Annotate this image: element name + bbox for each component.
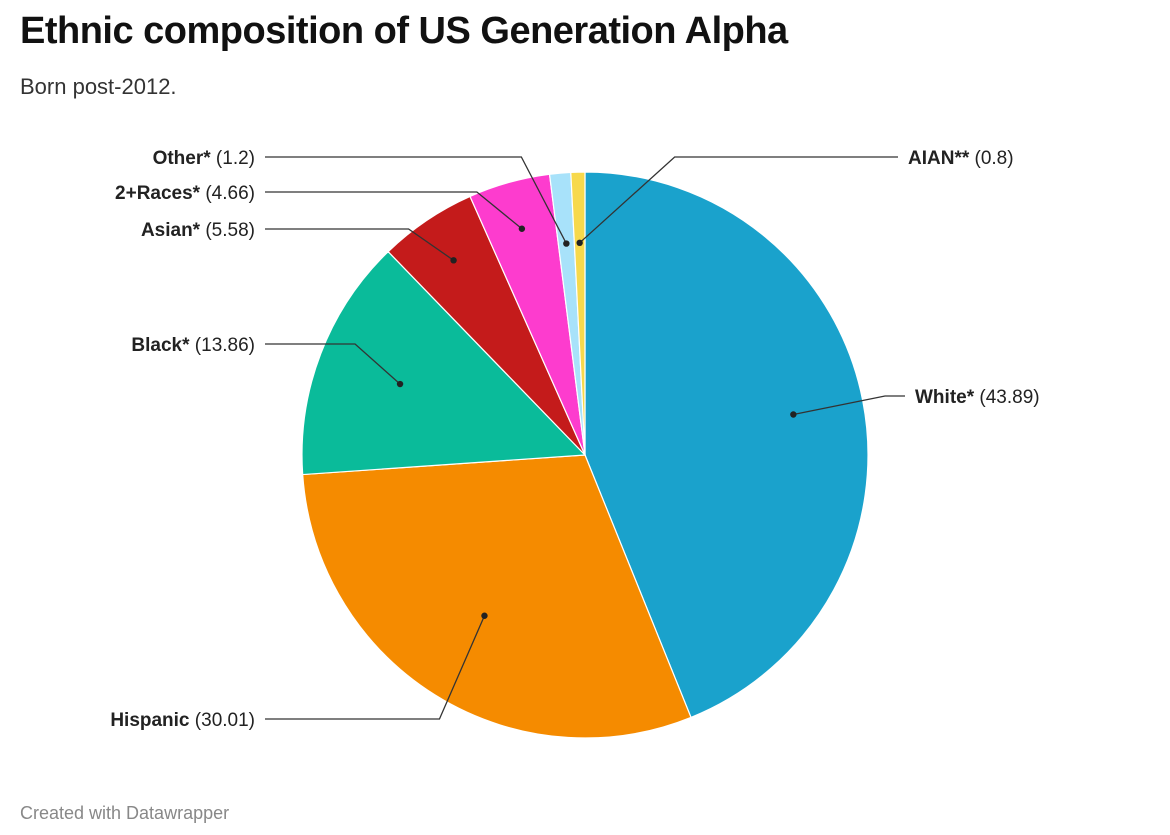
leader-dot-other xyxy=(563,240,570,247)
leader-dot-hispanic xyxy=(481,612,488,619)
slice-label-white: White* (43.89) xyxy=(915,387,1040,408)
leader-line-aian xyxy=(579,156,898,244)
leader-dot-black xyxy=(396,380,404,388)
leader-line-white xyxy=(793,395,905,416)
slice-label-asian: Asian* (5.58) xyxy=(141,220,255,241)
slice-label-name: White* xyxy=(915,387,975,408)
slice-labels: White* (43.89) Hispanic (30.01) Black* (13… xyxy=(110,148,1039,731)
leader-line-2-races xyxy=(265,191,523,230)
leader-dot-aian xyxy=(576,239,583,247)
slice-label-hispanic: Hispanic (30.01) xyxy=(110,710,255,731)
leader-dot-2-races xyxy=(518,225,526,232)
credit-text: Created with Datawrapper xyxy=(20,803,230,823)
chart-title: Ethnic composition of US Generation Alph… xyxy=(20,10,788,52)
slice-label-name: Asian* xyxy=(141,220,201,241)
leader-line-hispanic xyxy=(265,615,486,720)
leader-dot-asian xyxy=(450,257,457,264)
pie-slice-hispanic xyxy=(302,454,692,739)
slice-label-value: (43.89) xyxy=(974,387,1039,408)
slice-label-black: Black* (13.86) xyxy=(131,335,255,356)
slice-label-name: 2+Races* xyxy=(115,183,201,204)
pie-slices xyxy=(301,171,869,739)
slice-label-other: Other* (1.2) xyxy=(153,148,255,169)
slice-label-value: (1.2) xyxy=(211,148,255,169)
leader-dot-white xyxy=(790,411,797,418)
slice-label-name: Black* xyxy=(131,335,190,356)
leader-line-black xyxy=(265,343,401,385)
slice-label-name: Other* xyxy=(153,148,212,169)
slice-label-value: (30.01) xyxy=(190,710,255,731)
leader-line-asian xyxy=(265,228,454,261)
slice-label-2-races: 2+Races* (4.66) xyxy=(115,183,255,204)
slice-label-name: Hispanic xyxy=(110,710,190,731)
slice-label-value: (0.8) xyxy=(969,148,1013,169)
leader-line-other xyxy=(265,156,567,244)
slice-label-aian: AIAN** (0.8) xyxy=(908,148,1014,169)
slice-label-value: (4.66) xyxy=(200,183,255,204)
leader-lines xyxy=(265,156,905,720)
slice-label-value: (5.58) xyxy=(200,220,255,241)
pie-slice-black xyxy=(301,250,587,476)
slice-label-value: (13.86) xyxy=(190,335,255,356)
chart-subtitle: Born post-2012. xyxy=(20,74,177,99)
slice-label-name: AIAN** xyxy=(908,148,970,169)
